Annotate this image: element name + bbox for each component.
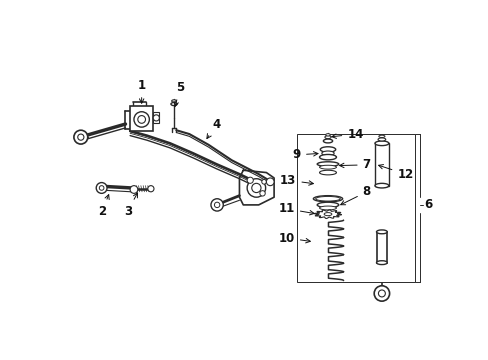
Circle shape xyxy=(130,186,138,193)
Polygon shape xyxy=(239,170,274,205)
Circle shape xyxy=(259,191,264,196)
Text: 13: 13 xyxy=(280,174,313,187)
Text: 1: 1 xyxy=(137,79,145,103)
Ellipse shape xyxy=(171,100,176,102)
Circle shape xyxy=(153,115,159,121)
Ellipse shape xyxy=(317,162,338,166)
Text: 11: 11 xyxy=(278,202,313,215)
Circle shape xyxy=(210,199,223,211)
Ellipse shape xyxy=(376,261,386,265)
Ellipse shape xyxy=(376,230,386,234)
Circle shape xyxy=(147,186,154,192)
Ellipse shape xyxy=(319,154,336,160)
Ellipse shape xyxy=(317,202,338,208)
Circle shape xyxy=(378,290,385,297)
Bar xyxy=(153,112,159,123)
Text: 12: 12 xyxy=(378,165,413,181)
Circle shape xyxy=(214,202,220,208)
Text: 8: 8 xyxy=(340,185,370,205)
Circle shape xyxy=(96,183,107,193)
Bar xyxy=(130,106,153,131)
Ellipse shape xyxy=(171,103,177,105)
Bar xyxy=(376,232,386,263)
Circle shape xyxy=(78,134,84,140)
Circle shape xyxy=(246,179,265,197)
Circle shape xyxy=(373,286,389,301)
Text: 5: 5 xyxy=(174,81,184,107)
Bar xyxy=(374,143,388,186)
Ellipse shape xyxy=(377,138,385,141)
Ellipse shape xyxy=(319,170,336,175)
Text: 6: 6 xyxy=(424,198,431,211)
Ellipse shape xyxy=(319,165,336,169)
Ellipse shape xyxy=(319,206,336,210)
Circle shape xyxy=(251,183,261,193)
Circle shape xyxy=(134,112,149,127)
Text: 3: 3 xyxy=(123,193,137,217)
Text: 9: 9 xyxy=(292,148,317,161)
Ellipse shape xyxy=(325,134,329,136)
Ellipse shape xyxy=(321,151,333,156)
Ellipse shape xyxy=(320,147,335,152)
Circle shape xyxy=(138,116,145,123)
Text: 2: 2 xyxy=(98,195,109,217)
Ellipse shape xyxy=(313,195,342,202)
Text: 10: 10 xyxy=(278,231,310,244)
Ellipse shape xyxy=(378,135,384,138)
Circle shape xyxy=(99,186,104,190)
Circle shape xyxy=(261,180,266,184)
Circle shape xyxy=(266,178,274,186)
Ellipse shape xyxy=(323,139,332,143)
Circle shape xyxy=(74,130,87,144)
Ellipse shape xyxy=(324,136,330,139)
Ellipse shape xyxy=(315,197,340,201)
Polygon shape xyxy=(314,210,341,219)
Text: 14: 14 xyxy=(331,127,363,140)
Text: 7: 7 xyxy=(339,158,370,171)
Ellipse shape xyxy=(374,141,388,145)
Circle shape xyxy=(246,177,253,183)
Ellipse shape xyxy=(374,183,388,188)
Bar xyxy=(297,134,414,282)
Text: 4: 4 xyxy=(206,118,220,139)
Ellipse shape xyxy=(324,213,331,216)
